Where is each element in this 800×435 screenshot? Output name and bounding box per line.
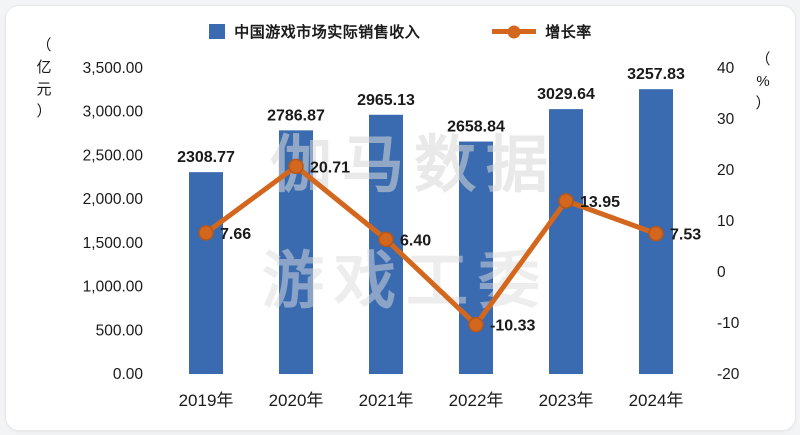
left-axis-tick: 2,000.00 xyxy=(83,191,144,208)
legend-item-growth: 增长率 xyxy=(492,21,592,42)
watermark-line1: 伽马数据 xyxy=(270,131,558,200)
bar-value-label: 2308.77 xyxy=(177,149,235,166)
left-axis-unit: 亿 xyxy=(36,59,51,76)
line-marker xyxy=(558,193,574,209)
right-axis-tick: 0 xyxy=(717,264,726,281)
bar-value-label: 2658.84 xyxy=(447,119,505,136)
line-value-label: 7.53 xyxy=(670,227,701,244)
line-value-label: 6.40 xyxy=(400,232,431,249)
legend-item-revenue: 中国游戏市场实际销售收入 xyxy=(209,21,420,42)
right-axis-tick: 40 xyxy=(717,60,735,77)
x-axis-label: 2024年 xyxy=(629,391,684,410)
left-axis-tick: 1,000.00 xyxy=(83,279,144,296)
right-axis-tick: 10 xyxy=(717,213,735,230)
line-marker xyxy=(198,225,214,241)
left-axis-tick: 2,500.00 xyxy=(83,147,144,164)
line-value-label: 7.66 xyxy=(220,226,251,243)
line-value-label: 13.95 xyxy=(580,194,620,211)
bar-value-label: 2786.87 xyxy=(267,107,325,124)
line-value-label: -10.33 xyxy=(490,318,535,335)
bar-2022年 xyxy=(459,141,493,374)
growth-line xyxy=(203,163,659,328)
chart-svg: 伽马数据游戏工委2308.772786.872965.132658.843029… xyxy=(36,37,770,410)
line-marker xyxy=(468,316,484,333)
left-axis-tick: 0.00 xyxy=(113,366,144,383)
left-axis-tick: 1,500.00 xyxy=(83,235,144,252)
bar-value-label: 2965.13 xyxy=(357,92,415,109)
left-axis-tick: 3,500.00 xyxy=(83,60,144,77)
x-axis-label: 2020年 xyxy=(269,391,324,410)
right-axis-unit: ） xyxy=(755,95,770,112)
bar-value-label: 3257.83 xyxy=(627,66,685,83)
line-marker xyxy=(378,231,394,248)
left-axis-unit: （ xyxy=(36,37,51,54)
left-axis-unit: ） xyxy=(36,103,51,120)
x-axis-label: 2019年 xyxy=(179,391,234,410)
left-axis-tick: 3,000.00 xyxy=(83,104,144,121)
bar-value-label: 3029.64 xyxy=(537,86,595,103)
x-axis-label: 2023年 xyxy=(539,391,594,410)
line-value-label: 20.71 xyxy=(310,159,350,176)
bar-2019年 xyxy=(189,172,223,374)
x-axis-label: 2021年 xyxy=(359,391,414,410)
right-axis-unit: % xyxy=(756,73,769,90)
bar-swatch-icon xyxy=(209,24,226,39)
bar-2023年 xyxy=(549,109,583,375)
left-axis-tick: 500.00 xyxy=(96,322,144,339)
chart-card: 中国游戏市场实际销售收入 增长率 伽马数据 游戏工委 2308.77 2786.87 2… xyxy=(5,5,796,431)
legend-label-revenue: 中国游戏市场实际销售收入 xyxy=(234,24,421,41)
x-axis-label: 2022年 xyxy=(449,391,504,410)
line-marker xyxy=(648,225,664,242)
right-axis-tick: -10 xyxy=(717,315,740,332)
right-axis-tick: 20 xyxy=(717,162,735,179)
right-axis-tick: -20 xyxy=(717,366,740,383)
right-axis-unit: （ xyxy=(755,51,770,68)
line-swatch-icon xyxy=(492,25,537,38)
left-axis-unit: 元 xyxy=(36,81,51,98)
line-marker xyxy=(288,158,304,175)
legend: 中国游戏市场实际销售收入 增长率 xyxy=(6,21,795,42)
legend-label-growth: 增长率 xyxy=(545,24,592,41)
line-marker-icon xyxy=(507,25,521,38)
right-axis-tick: 30 xyxy=(717,111,735,128)
